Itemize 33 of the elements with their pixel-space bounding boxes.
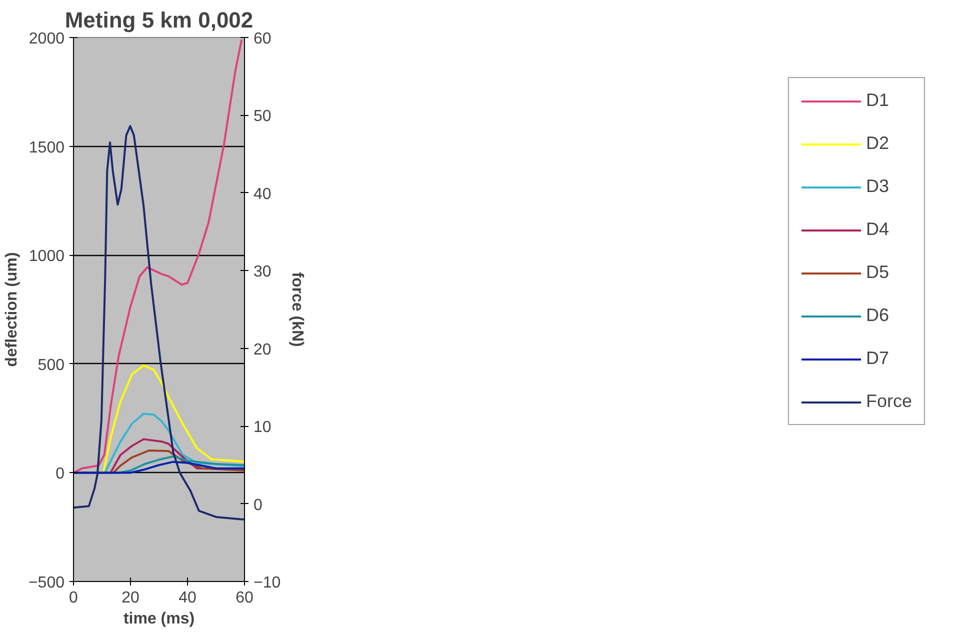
y2-tick-label: −10 [254, 574, 281, 592]
y2-tick-label: 30 [254, 264, 272, 281]
legend-label: D1 [866, 90, 889, 111]
y2-tick-label: 0 [254, 496, 262, 514]
x-tick-label: 40 [178, 590, 196, 606]
chart-title: Meting 5 km 0,002 [64, 8, 254, 32]
y-tick-label: 500 [38, 356, 65, 374]
line-series [74, 125, 244, 520]
line-series [74, 38, 243, 474]
legend-label: D5 [866, 262, 889, 283]
y-tick-label: 1500 [28, 139, 65, 156]
legend-label: D4 [866, 219, 889, 240]
legend-label: Force [866, 391, 912, 412]
y2-tick-label: 20 [254, 341, 272, 358]
x-axis-title: time (ms) [123, 610, 195, 628]
y2-tick-label: 10 [254, 419, 272, 436]
y2-tick-label: 40 [254, 186, 272, 203]
legend-label: D2 [866, 133, 889, 154]
y2-tick-label: 50 [254, 108, 272, 126]
legend-label: D7 [866, 348, 889, 369]
legend-label: D6 [866, 305, 889, 326]
x-tick-label: 0 [69, 590, 78, 606]
y-tick-label: 2000 [28, 30, 65, 48]
y-tick-label: −500 [28, 574, 65, 592]
y-tick-label: 0 [56, 466, 65, 483]
y2-tick-label: 60 [254, 30, 272, 48]
y2-axis-title: force (kN) [288, 272, 306, 347]
x-tick-label: 60 [236, 590, 254, 606]
legend-label: D3 [866, 176, 889, 197]
y-axis-title: deflection (um) [3, 252, 20, 367]
y-tick-label: 1000 [28, 248, 65, 266]
line-series [74, 460, 244, 474]
x-tick-label: 20 [122, 590, 140, 606]
